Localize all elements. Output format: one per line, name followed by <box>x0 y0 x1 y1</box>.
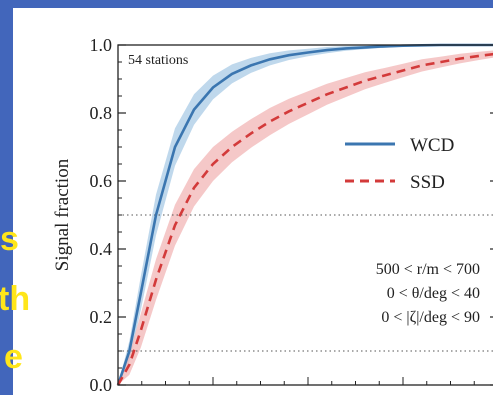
y-axis-label: Signal fraction <box>52 158 73 271</box>
side-text-2: th <box>0 280 31 318</box>
y-tick-label: 0.4 <box>90 239 113 259</box>
range-annotation-theta: 0 < θ/deg < 40 <box>387 285 480 302</box>
y-tick-label: 0.6 <box>90 171 113 191</box>
y-axis-ticks: 0.0 0.2 0.4 0.6 0.8 1.0 <box>90 35 493 395</box>
legend: WCD SSD <box>345 135 454 193</box>
uncertainty-bands <box>118 45 493 385</box>
range-annotation-r: 500 < r/m < 700 <box>376 261 480 278</box>
legend-wcd-label: WCD <box>410 135 454 156</box>
side-text-1: s <box>0 220 19 258</box>
y-tick-label: 0.2 <box>90 307 113 327</box>
y-tick-label: 0.8 <box>90 103 113 123</box>
y-tick-label: 0.0 <box>90 375 113 395</box>
legend-ssd-label: SSD <box>410 172 445 193</box>
x-axis-ticks <box>117 377 475 385</box>
y-tick-label: 1.0 <box>90 35 113 55</box>
ssd-uncertainty-band <box>118 50 493 385</box>
stations-annotation: 54 stations <box>128 53 188 68</box>
range-annotation-zeta: 0 < |ζ|/deg < 90 <box>381 309 480 326</box>
ssd-series-line <box>116 52 493 386</box>
side-text-3: e <box>4 338 23 376</box>
